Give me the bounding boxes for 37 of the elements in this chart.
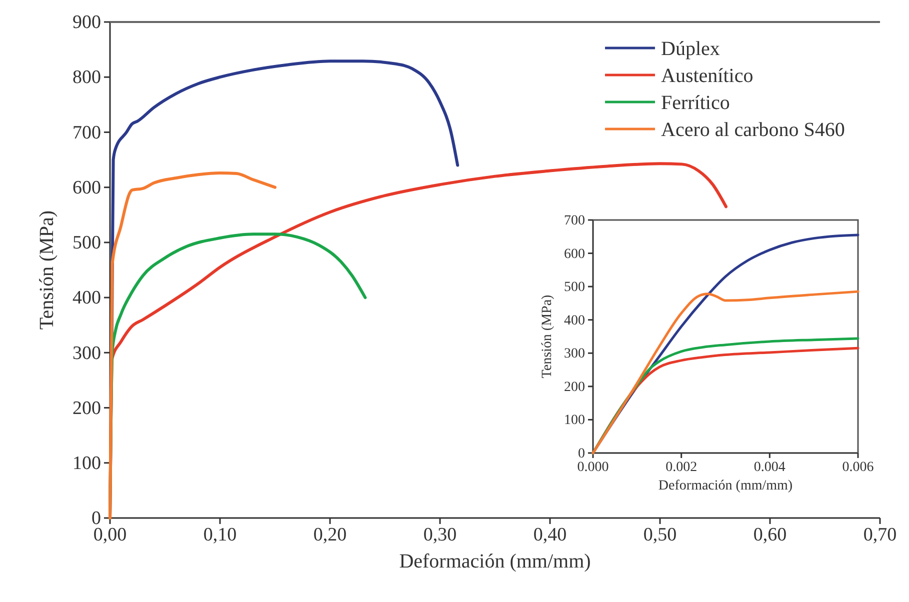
x-tick-label: 0.006 xyxy=(842,460,874,475)
y-axis-title: Tensión (MPa) xyxy=(540,294,555,378)
y-tick-label: 300 xyxy=(564,346,585,362)
x-axis-title: Deformación (mm/mm) xyxy=(658,478,793,494)
y-tick-label: 900 xyxy=(72,12,101,34)
x-tick-label: 0,10 xyxy=(203,524,237,546)
y-tick-label: 700 xyxy=(72,122,101,144)
x-tick-label: 0,40 xyxy=(533,524,567,546)
x-tick-label: 0.002 xyxy=(666,460,698,475)
x-axis-title: Deformación (mm/mm) xyxy=(399,550,591,572)
y-tick-label: 500 xyxy=(72,232,101,254)
x-tick-label: 0,30 xyxy=(423,524,457,546)
y-tick-label: 600 xyxy=(564,246,585,262)
y-axis-title: Tensión (MPa) xyxy=(36,210,58,330)
legend-label: Austenítico xyxy=(661,65,754,87)
y-tick-label: 600 xyxy=(72,177,101,198)
legend-label: Dúplex xyxy=(661,38,720,60)
line-series xyxy=(108,172,276,520)
y-tick-label: 700 xyxy=(564,213,585,228)
y-tick-label: 100 xyxy=(72,452,101,474)
y-tick-label: 500 xyxy=(564,280,585,296)
y-tick-label: 400 xyxy=(564,313,585,328)
y-tick-label: 300 xyxy=(72,342,101,364)
legend-label: Acero al carbono S460 xyxy=(661,119,845,141)
x-tick-label: 0.000 xyxy=(577,460,609,475)
legend-label: Ferrítico xyxy=(661,92,730,114)
y-tick-label: 800 xyxy=(72,67,101,88)
x-tick-label: 0,50 xyxy=(643,524,677,546)
y-tick-label: 400 xyxy=(72,288,101,309)
x-tick-label: 0,60 xyxy=(753,524,787,546)
y-tick-label: 0 xyxy=(578,446,585,462)
x-tick-label: 0,20 xyxy=(313,524,347,546)
y-tick-label: 200 xyxy=(564,380,585,395)
y-tick-label: 200 xyxy=(72,398,101,419)
x-tick-label: 0,70 xyxy=(863,524,897,546)
x-tick-label: 0.004 xyxy=(754,460,786,475)
y-tick-label: 100 xyxy=(564,413,585,428)
